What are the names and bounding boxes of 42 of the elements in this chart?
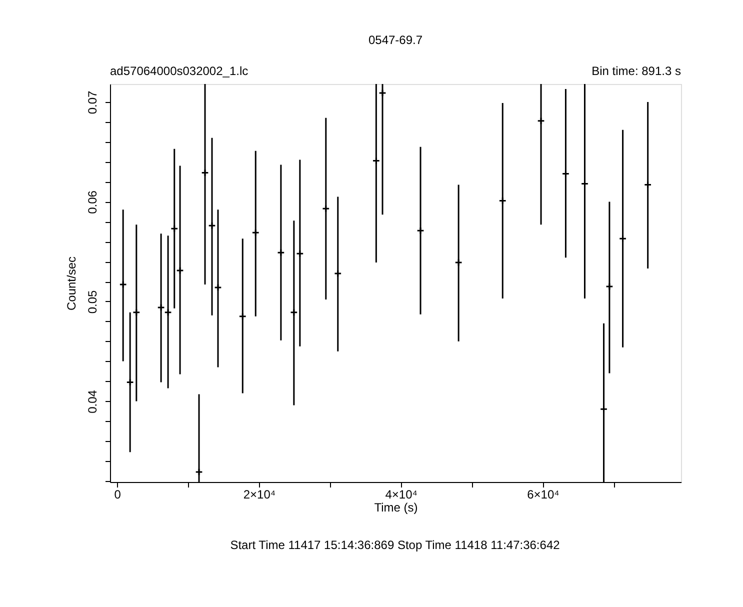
- x-tick-label: 4×10⁴: [385, 488, 418, 502]
- point: [537, 116, 545, 125]
- point: [214, 284, 222, 292]
- point: [322, 204, 330, 213]
- point: [600, 405, 608, 414]
- point: [416, 226, 424, 235]
- point: [164, 308, 172, 316]
- x-tick-label: 0: [114, 488, 122, 502]
- y-axis-title: Count/sec: [64, 256, 78, 311]
- x-axis-title: Time (s): [374, 500, 418, 514]
- point: [498, 196, 507, 205]
- point: [238, 312, 247, 320]
- text: ad57064000s032002_1.lc: [110, 64, 248, 78]
- point: [644, 180, 652, 189]
- point: [119, 280, 127, 288]
- text: Bin time: 891.3 s: [592, 64, 681, 78]
- text: Start Time 11417 15:14:36:869 Stop Time 11418 11:47:36:642: [230, 538, 560, 552]
- y-tick-label: 0.06: [86, 190, 100, 214]
- point: [176, 266, 184, 274]
- point: [562, 170, 570, 178]
- point: [195, 468, 203, 476]
- point: [334, 270, 342, 278]
- point: [454, 258, 462, 266]
- point: [606, 282, 614, 290]
- point: [618, 234, 627, 243]
- point: [252, 228, 260, 237]
- y-tick-label: 0.07: [86, 90, 100, 114]
- x-tick-label: 2×10⁴: [243, 488, 276, 502]
- point: [208, 222, 216, 230]
- y-tick-label: 0.05: [86, 290, 100, 314]
- point: [296, 250, 304, 258]
- point: [277, 248, 285, 256]
- x-tick-label: 6×10⁴: [527, 488, 560, 502]
- y-tick-label: 0.04: [86, 390, 100, 414]
- point: [378, 89, 386, 97]
- point: [290, 308, 298, 316]
- point: [170, 224, 178, 233]
- point: [157, 304, 165, 312]
- point: [372, 156, 380, 165]
- point: [126, 378, 134, 386]
- chart-title: 0547-69.7: [368, 33, 423, 47]
- point: [201, 168, 209, 177]
